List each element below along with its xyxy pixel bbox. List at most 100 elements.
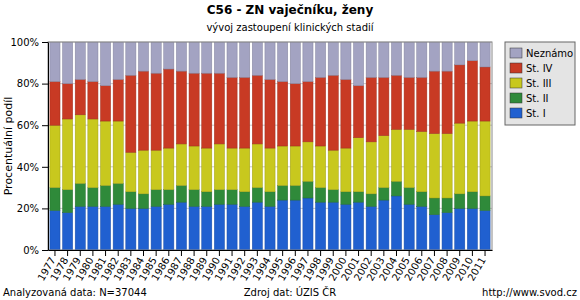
y-tick-label: 60% (17, 120, 39, 131)
bar-segment (50, 125, 60, 187)
bar-segment (429, 215, 439, 250)
bar-segment (113, 183, 123, 204)
bar-segment (379, 42, 389, 77)
bar-segment (138, 150, 148, 194)
bar-segment (417, 131, 427, 191)
bar-segment (126, 152, 136, 192)
plot-frame (48, 42, 492, 250)
bar-segment (290, 84, 300, 146)
bar-segment (366, 194, 376, 206)
bar-segment (214, 204, 224, 250)
y-tick: 80% (17, 78, 48, 89)
bar-segment (379, 200, 389, 250)
bar-segment (265, 192, 275, 207)
bar-segment (278, 200, 288, 250)
bar-segment (467, 192, 477, 209)
bar-segment (164, 42, 174, 69)
bar-segment (138, 194, 148, 209)
x-tick-mark (105, 250, 106, 256)
y-tick: 60% (17, 120, 48, 131)
x-tick-mark (143, 250, 144, 256)
bar-segment (189, 190, 199, 207)
x-tick-mark (333, 250, 334, 256)
x-tick-mark (472, 250, 473, 256)
bar-segment (404, 188, 414, 205)
bar-segment (100, 206, 110, 250)
bar-segment (240, 192, 250, 207)
bar-segment (455, 208, 465, 250)
x-tick-mark (194, 250, 195, 256)
y-tick-label: 20% (17, 203, 39, 214)
y-tick-label: 0% (23, 245, 39, 256)
bar-segment (480, 121, 490, 196)
bar-segment (353, 138, 363, 192)
y-tick-label: 100% (10, 37, 39, 48)
legend-label: St. III (526, 78, 551, 89)
bar-segment (379, 77, 389, 135)
x-tick-mark (206, 250, 207, 256)
plot-area (48, 42, 492, 250)
x-tick-mark (92, 250, 93, 256)
bar-segment (290, 200, 300, 250)
bar-segment (480, 196, 490, 211)
bar-segment (353, 202, 363, 250)
bar-segment (328, 42, 338, 75)
x-tick-mark (232, 250, 233, 256)
bar-segment (138, 208, 148, 250)
x-tick-mark (409, 250, 410, 256)
x-tick-mark (485, 250, 486, 256)
bar-segment (151, 190, 161, 207)
bar-segment (278, 42, 288, 82)
legend-label: Neznámo (526, 48, 573, 59)
bar-segment (278, 186, 288, 201)
legend-swatch (510, 78, 522, 88)
background (0, 0, 580, 300)
x-tick-mark (156, 250, 157, 256)
bar-segment (189, 146, 199, 190)
bar-segment (391, 75, 401, 129)
legend-swatch (510, 93, 522, 103)
bar-segment (404, 42, 414, 77)
bar-segment (75, 79, 85, 114)
bar-segment (391, 196, 401, 250)
y-tick-label: 40% (17, 162, 39, 173)
bar-segment (151, 150, 161, 190)
bar-segment (100, 121, 110, 185)
bar-segment (328, 75, 338, 150)
bar-segment (353, 42, 363, 86)
bar-segment (429, 198, 439, 215)
bar-segment (391, 42, 401, 75)
bar-segment (290, 42, 300, 84)
bar-segment (240, 42, 250, 77)
bar-segment (455, 123, 465, 194)
bar-segment (100, 186, 110, 207)
bar-segment (252, 42, 262, 75)
bar-segment (265, 148, 275, 192)
x-tick-mark (67, 250, 68, 256)
bar-segment (164, 190, 174, 205)
bar-segment (176, 42, 186, 71)
y-tick-mark (42, 167, 48, 168)
bar-segment (100, 86, 110, 121)
bar-segment (252, 202, 262, 250)
bar-segment (379, 136, 389, 188)
x-tick-mark (80, 250, 81, 256)
bar-segment (252, 75, 262, 144)
bar-segment (265, 206, 275, 250)
bar-segment (442, 213, 452, 250)
bar-segment (75, 206, 85, 250)
x-tick-mark (371, 250, 372, 256)
bar-segment (240, 148, 250, 192)
bar-segment (316, 188, 326, 203)
bar-segment (113, 204, 123, 250)
bar-segment (417, 192, 427, 207)
bar-segment (50, 188, 60, 211)
bar-segment (50, 210, 60, 250)
legend-label: St. I (526, 108, 546, 119)
bar-segment (126, 75, 136, 152)
bar-segment (429, 71, 439, 133)
bar-segment (467, 121, 477, 192)
bar-segment (202, 73, 212, 148)
y-tick: 100% (10, 37, 48, 48)
bar-segment (278, 146, 288, 186)
